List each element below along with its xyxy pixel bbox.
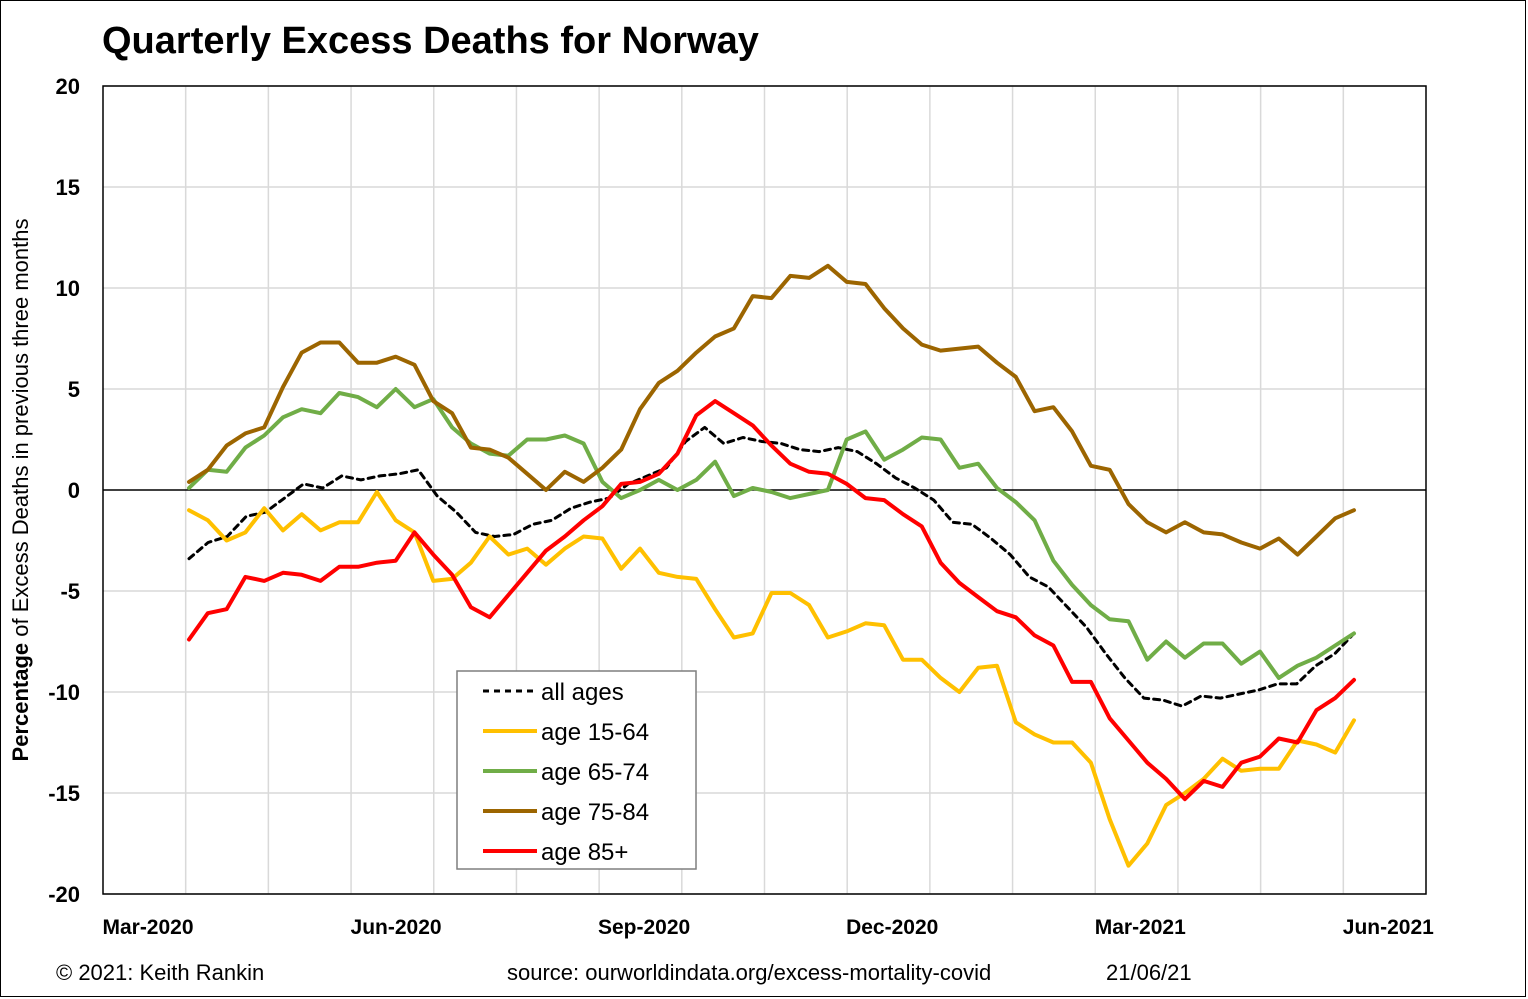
y-axis-label-bold: Percentage [8, 643, 33, 762]
copyright-text: © 2021: Keith Rankin [56, 960, 265, 985]
chart-title: Quarterly Excess Deaths for Norway [102, 20, 759, 62]
y-tick-label: 15 [56, 175, 80, 200]
y-tick-label: -10 [48, 680, 80, 705]
series-line-age-65-74 [187, 387, 1356, 680]
series-line-age-75-84 [187, 263, 1356, 557]
y-tick-label: -5 [60, 579, 80, 604]
x-tick-label: Mar-2021 [1095, 916, 1186, 939]
series-line-all-ages [187, 425, 1356, 708]
y-tick-label: 10 [56, 276, 80, 301]
legend-label: age 15-64 [541, 719, 649, 746]
x-tick-label: Sep-2020 [598, 916, 690, 939]
x-tick-label: Mar-2020 [102, 916, 193, 939]
legend-label: age 65-74 [541, 759, 649, 786]
legend-label: age 85+ [541, 839, 628, 866]
series-line-age-15-64 [187, 490, 1356, 868]
y-tick-label: -15 [48, 781, 80, 806]
x-tick-label: Jun-2020 [351, 916, 442, 939]
x-axis-ticks: Mar-2020 Jun-2020 Sep-2020 Dec-2020 Mar-2021… [102, 916, 1434, 939]
series-lines [187, 263, 1356, 868]
source-text: source: ourworldindata.org/excess-mortal… [507, 960, 992, 985]
plot-area-border [102, 85, 1427, 895]
y-tick-label: 20 [56, 74, 80, 99]
y-tick-label: 5 [68, 377, 80, 402]
date-text: 21/06/21 [1106, 960, 1192, 985]
x-tick-label: Jun-2021 [1343, 916, 1434, 939]
y-axis-ticks: 20 15 10 5 0 -5 -10 -15 -20 [48, 74, 80, 907]
chart-legend: all ages age 15-64 age 65-74 age 75-84 age 8… [456, 670, 697, 870]
legend-label: all ages [541, 679, 624, 706]
legend-label: age 75-84 [541, 799, 649, 826]
series-line-age-85- [187, 399, 1356, 802]
y-axis-label-rest: of Excess Deaths in previous three month… [8, 219, 33, 643]
y-tick-label: -20 [48, 882, 80, 907]
y-axis-label: Percentage of Excess Deaths in previous … [8, 219, 33, 762]
x-tick-label: Dec-2020 [846, 916, 938, 939]
y-tick-label: 0 [68, 478, 80, 503]
